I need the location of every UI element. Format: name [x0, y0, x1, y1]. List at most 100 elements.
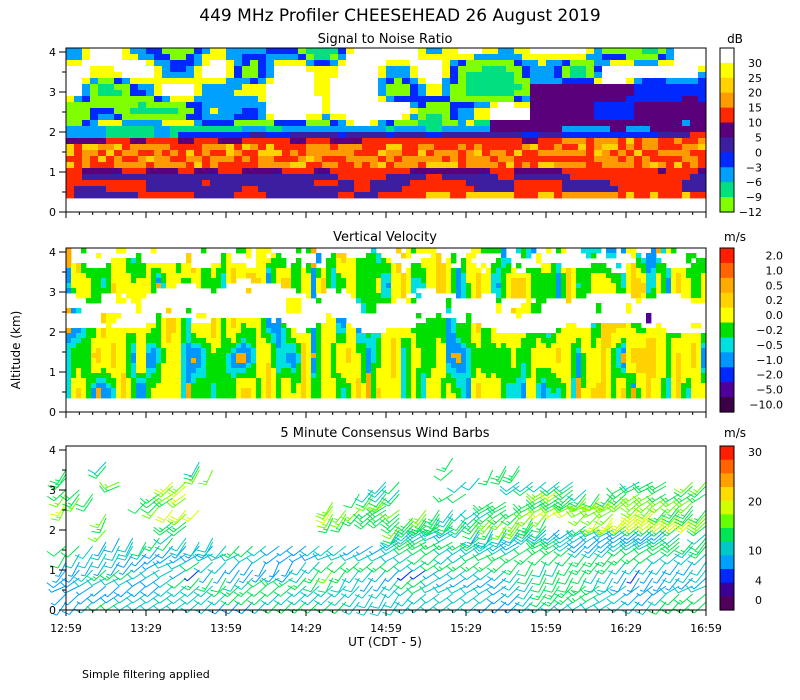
- snr-cell: [298, 66, 307, 73]
- snr-cell: [314, 174, 323, 181]
- vv-cell: [421, 273, 427, 279]
- snr-cell: [682, 108, 691, 115]
- vv-cell: [686, 353, 692, 359]
- vv-cell: [121, 353, 127, 359]
- snr-cell: [314, 150, 323, 157]
- snr-cell: [394, 84, 403, 91]
- snr-cell: [586, 108, 595, 115]
- snr-cell: [378, 108, 387, 115]
- snr-cell: [402, 96, 411, 103]
- vv-cell: [191, 323, 197, 329]
- vv-cell: [466, 273, 472, 279]
- vv-cell: [661, 263, 667, 269]
- snr-cell: [506, 102, 515, 109]
- vv-cell: [111, 258, 117, 264]
- vv-cell: [131, 268, 137, 274]
- colorbar-label: 1.0: [766, 264, 784, 277]
- vv-cell: [661, 338, 667, 344]
- snr-cell: [530, 162, 539, 169]
- snr-cell: [330, 180, 339, 187]
- vv-cell: [566, 293, 572, 299]
- vv-cell: [306, 363, 312, 369]
- vv-cell: [191, 278, 197, 284]
- vv-cell: [256, 348, 262, 354]
- vv-cell: [516, 283, 522, 289]
- snr-cell: [154, 180, 163, 187]
- snr-cell: [90, 132, 99, 139]
- vv-cell: [211, 278, 217, 284]
- snr-cell: [578, 150, 587, 157]
- snr-cell: [530, 72, 539, 79]
- vv-cell: [371, 363, 377, 369]
- snr-cell: [290, 168, 299, 175]
- vv-cell: [641, 368, 647, 374]
- vv-cell: [151, 268, 157, 274]
- vv-cell: [701, 288, 707, 294]
- vv-cell: [641, 278, 647, 284]
- snr-cell: [682, 156, 691, 163]
- snr-cell: [290, 144, 299, 151]
- snr-cell: [82, 174, 91, 181]
- snr-cell: [202, 192, 211, 199]
- snr-cell: [426, 144, 435, 151]
- vv-cell: [451, 273, 457, 279]
- vv-cell: [291, 303, 297, 309]
- vv-cell: [101, 318, 107, 324]
- vv-cell: [281, 393, 287, 399]
- vv-cell: [676, 378, 682, 384]
- vv-cell: [126, 328, 132, 334]
- snr-cell: [650, 126, 659, 133]
- vv-cell: [211, 363, 217, 369]
- vv-cell: [531, 348, 537, 354]
- snr-cell: [346, 114, 355, 121]
- vv-cell: [646, 258, 652, 264]
- vv-cell: [586, 278, 592, 284]
- snr-cell: [250, 66, 259, 73]
- vv-cell: [341, 273, 347, 279]
- vv-cell: [196, 323, 202, 329]
- vv-cell: [671, 273, 677, 279]
- vv-cell: [651, 368, 657, 374]
- snr-cell: [218, 186, 227, 193]
- vv-cell: [251, 373, 257, 379]
- vv-cell: [376, 363, 382, 369]
- snr-cell: [402, 84, 411, 91]
- snr-cell: [282, 168, 291, 175]
- snr-cell: [578, 90, 587, 97]
- snr-cell: [362, 78, 371, 85]
- snr-cell: [242, 84, 251, 91]
- vv-cell: [301, 358, 307, 364]
- vv-cell: [406, 328, 412, 334]
- snr-cell: [522, 72, 531, 79]
- snr-cell: [74, 96, 83, 103]
- vv-cell: [631, 373, 637, 379]
- snr-cell: [698, 54, 707, 61]
- vv-cell: [81, 288, 87, 294]
- vv-cell: [551, 283, 557, 289]
- vv-cell: [291, 298, 297, 304]
- vv-cell: [331, 338, 337, 344]
- vv-cell: [221, 348, 227, 354]
- snr-cell: [682, 84, 691, 91]
- vv-cell: [511, 283, 517, 289]
- snr-cell: [90, 186, 99, 193]
- vv-cell: [641, 358, 647, 364]
- vv-cell: [311, 338, 317, 344]
- snr-cell: [146, 84, 155, 91]
- vv-cell: [401, 378, 407, 384]
- snr-cell: [378, 60, 387, 67]
- snr-cell: [698, 138, 707, 145]
- snr-cell: [610, 96, 619, 103]
- vv-cell: [431, 268, 437, 274]
- vv-cell: [671, 393, 677, 399]
- vv-cell: [201, 273, 207, 279]
- vv-cell: [386, 373, 392, 379]
- vv-cell: [511, 388, 517, 394]
- vv-cell: [646, 253, 652, 259]
- vv-cell: [121, 328, 127, 334]
- vv-cell: [641, 373, 647, 379]
- snr-cell: [154, 96, 163, 103]
- snr-cell: [690, 108, 699, 115]
- snr-cell: [258, 156, 267, 163]
- vv-cell: [561, 348, 567, 354]
